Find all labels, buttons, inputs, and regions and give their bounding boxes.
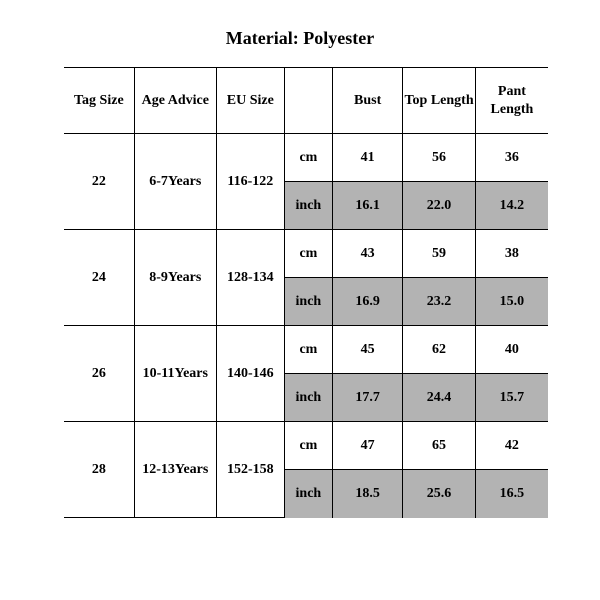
cell-bust-inch: 17.7 — [333, 374, 403, 422]
cell-tag: 28 — [64, 422, 134, 518]
cell-eu: 152-158 — [216, 422, 284, 518]
size-table: Tag Size Age Advice EU Size Bust Top Len… — [64, 67, 548, 518]
cell-pant-cm: 38 — [475, 230, 548, 278]
cell-bust-inch: 16.1 — [333, 182, 403, 230]
cell-pant-cm: 36 — [475, 134, 548, 182]
col-age-advice: Age Advice — [134, 68, 216, 134]
cell-unit-inch: inch — [284, 374, 332, 422]
cell-pant-cm: 42 — [475, 422, 548, 470]
cell-pant-inch: 15.0 — [475, 278, 548, 326]
cell-unit-inch: inch — [284, 182, 332, 230]
table-header-row: Tag Size Age Advice EU Size Bust Top Len… — [64, 68, 548, 134]
cell-unit-cm: cm — [284, 230, 332, 278]
cell-eu: 140-146 — [216, 326, 284, 422]
col-bust: Bust — [333, 68, 403, 134]
cell-unit-cm: cm — [284, 326, 332, 374]
cell-tag: 24 — [64, 230, 134, 326]
cell-bust-cm: 41 — [333, 134, 403, 182]
cell-pant-inch: 14.2 — [475, 182, 548, 230]
col-unit — [284, 68, 332, 134]
cell-age: 6-7Years — [134, 134, 216, 230]
cell-top-cm: 62 — [403, 326, 476, 374]
cell-top-inch: 24.4 — [403, 374, 476, 422]
cell-pant-inch: 16.5 — [475, 470, 548, 518]
table-row: 26 10-11Years 140-146 cm 45 62 40 — [64, 326, 548, 374]
size-table-container: Tag Size Age Advice EU Size Bust Top Len… — [0, 67, 600, 518]
cell-top-cm: 59 — [403, 230, 476, 278]
cell-pant-cm: 40 — [475, 326, 548, 374]
cell-bust-cm: 43 — [333, 230, 403, 278]
cell-age: 8-9Years — [134, 230, 216, 326]
cell-bust-inch: 16.9 — [333, 278, 403, 326]
cell-top-inch: 22.0 — [403, 182, 476, 230]
cell-top-inch: 23.2 — [403, 278, 476, 326]
cell-top-inch: 25.6 — [403, 470, 476, 518]
cell-unit-cm: cm — [284, 422, 332, 470]
cell-age: 12-13Years — [134, 422, 216, 518]
cell-bust-inch: 18.5 — [333, 470, 403, 518]
cell-pant-inch: 15.7 — [475, 374, 548, 422]
cell-bust-cm: 47 — [333, 422, 403, 470]
table-row: 22 6-7Years 116-122 cm 41 56 36 — [64, 134, 548, 182]
col-tag-size: Tag Size — [64, 68, 134, 134]
table-row: 24 8-9Years 128-134 cm 43 59 38 — [64, 230, 548, 278]
cell-top-cm: 65 — [403, 422, 476, 470]
cell-unit-cm: cm — [284, 134, 332, 182]
cell-age: 10-11Years — [134, 326, 216, 422]
cell-unit-inch: inch — [284, 278, 332, 326]
cell-eu: 128-134 — [216, 230, 284, 326]
col-pant-length: Pant Length — [475, 68, 548, 134]
table-row: 28 12-13Years 152-158 cm 47 65 42 — [64, 422, 548, 470]
cell-unit-inch: inch — [284, 470, 332, 518]
cell-tag: 26 — [64, 326, 134, 422]
col-top-length: Top Length — [403, 68, 476, 134]
cell-tag: 22 — [64, 134, 134, 230]
col-eu-size: EU Size — [216, 68, 284, 134]
cell-eu: 116-122 — [216, 134, 284, 230]
cell-top-cm: 56 — [403, 134, 476, 182]
page-title: Material: Polyester — [0, 0, 600, 67]
cell-bust-cm: 45 — [333, 326, 403, 374]
